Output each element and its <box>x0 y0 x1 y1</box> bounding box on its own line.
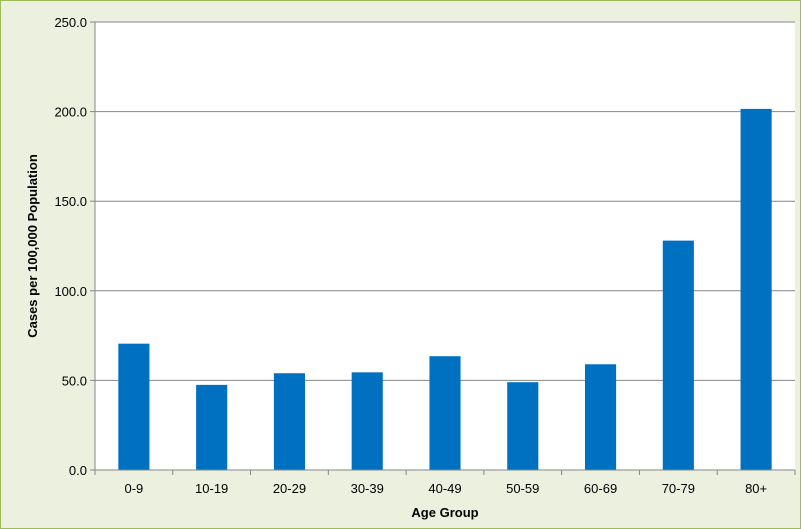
x-tick-labels: 0-9 10-19 20-29 30-39 40-49 50-59 60-69 70-79 80… <box>94 470 796 496</box>
x-tick-label: 60-69 <box>584 481 617 496</box>
y-tick-label: 250.0 <box>54 15 87 30</box>
x-tick-label: 30-39 <box>351 481 384 496</box>
bar-30-39 <box>351 372 383 470</box>
x-tick-label: 70-79 <box>662 481 695 496</box>
x-axis-title: Age Group <box>411 505 478 520</box>
bar-80+ <box>740 108 772 471</box>
bar-60-69 <box>585 364 617 470</box>
x-tick-label: 50-59 <box>506 481 539 496</box>
x-tick-label: 40-49 <box>428 481 461 496</box>
x-tick-label: 80+ <box>745 481 767 496</box>
bar-10-19 <box>196 384 228 470</box>
bar-70-79 <box>662 240 694 470</box>
y-axis-title: Cases per 100,000 Population <box>25 154 40 338</box>
y-tick-label: 150.0 <box>54 194 87 209</box>
x-tick-label: 10-19 <box>195 481 228 496</box>
bar-20-29 <box>273 373 305 470</box>
bar-40-49 <box>429 356 461 470</box>
y-tick-label: 100.0 <box>54 284 87 299</box>
bars <box>118 108 772 471</box>
bar-0-9 <box>118 343 150 470</box>
x-tick-label: 0-9 <box>124 481 143 496</box>
y-tick-label: 0.0 <box>69 463 87 478</box>
y-tick-label: 50.0 <box>62 373 87 388</box>
bar-50-59 <box>507 382 539 470</box>
x-tick-label: 20-29 <box>273 481 306 496</box>
y-tick-labels: 0.0 50.0 100.0 150.0 200.0 250.0 <box>54 15 95 478</box>
y-tick-label: 200.0 <box>54 105 87 120</box>
